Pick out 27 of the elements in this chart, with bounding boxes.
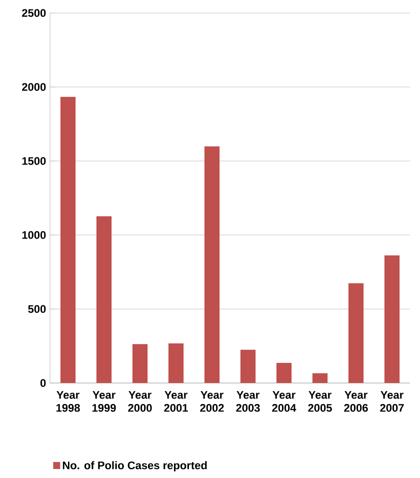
y-tick-label: 500 [28, 305, 46, 313]
y-tick-label: 0 [40, 379, 46, 387]
y-tick-label: 2000 [22, 83, 46, 91]
x-tick-label: Year 1999 [92, 391, 116, 412]
bar [60, 96, 76, 383]
bar [312, 373, 328, 383]
x-tick-label: Year 2006 [344, 391, 368, 412]
legend-label: No. of Polio Cases reported [62, 461, 207, 472]
y-tick-label: 2500 [22, 9, 46, 17]
bar [384, 255, 400, 383]
bar [348, 283, 364, 383]
bar [276, 362, 292, 383]
x-tick-label: Year 2001 [164, 391, 188, 412]
y-tick-label: 1000 [22, 231, 46, 239]
bar [204, 146, 220, 383]
y-tick-label: 1500 [22, 157, 46, 165]
x-tick-label: Year 2002 [200, 391, 224, 412]
x-tick-label: Year 2004 [272, 391, 296, 412]
bar [96, 216, 112, 383]
x-tick-label: Year 2003 [236, 391, 260, 412]
x-tick-label: Year 2005 [308, 391, 332, 412]
x-tick-label: Year 1998 [56, 391, 80, 412]
x-tick-label: Year 2000 [128, 391, 152, 412]
bar [240, 350, 256, 383]
x-tick-label: Year 2007 [380, 391, 404, 412]
bar [132, 344, 148, 383]
bar [168, 343, 184, 383]
